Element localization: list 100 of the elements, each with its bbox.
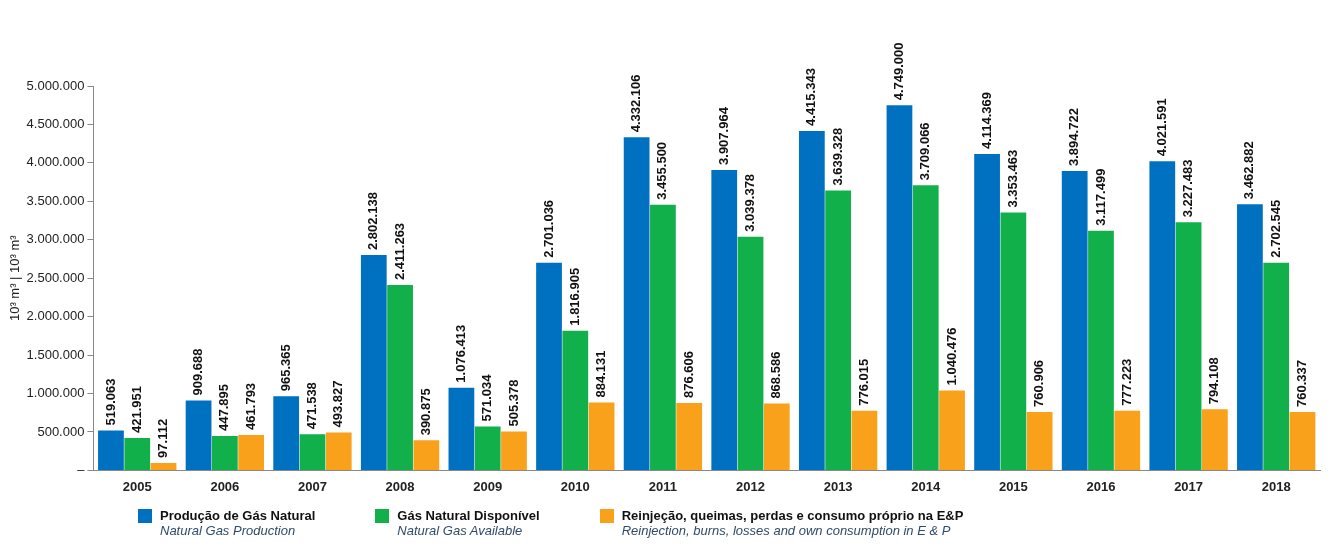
bar bbox=[1026, 411, 1053, 470]
bar bbox=[536, 262, 562, 470]
bar bbox=[1201, 409, 1228, 470]
x-tick-label: 2018 bbox=[1261, 478, 1291, 494]
bar bbox=[1114, 410, 1141, 470]
bar bbox=[974, 154, 1000, 470]
bar bbox=[150, 462, 177, 470]
y-tick-label: – bbox=[77, 461, 86, 477]
data-label: 794.108 bbox=[1206, 357, 1222, 405]
bar bbox=[650, 204, 676, 470]
y-tick-label: 4.000.000 bbox=[26, 154, 85, 170]
bar bbox=[912, 185, 939, 470]
data-label: 760.337 bbox=[1294, 359, 1310, 407]
x-tick-label: 2008 bbox=[385, 478, 415, 494]
data-label: 571.034 bbox=[479, 373, 495, 422]
bar bbox=[825, 190, 852, 470]
data-label: 3.455.500 bbox=[654, 141, 670, 200]
bar bbox=[1000, 212, 1027, 470]
bar bbox=[238, 434, 265, 470]
bar bbox=[185, 400, 212, 470]
data-label: 3.907.964 bbox=[715, 106, 731, 165]
data-label: 1.816.905 bbox=[566, 267, 582, 326]
data-label: 4.749.000 bbox=[891, 42, 907, 101]
legend-label: Reinjeção, queimas, perdas e consumo próprio na E&P Reinjection, burns, losses and own consumption in E & P bbox=[621, 508, 964, 538]
bar bbox=[413, 440, 440, 470]
x-tick-label: 2013 bbox=[823, 478, 853, 494]
legend-label: Produção de Gás Natural Natural Gas Production bbox=[160, 508, 316, 538]
x-tick-label: 2007 bbox=[298, 478, 327, 494]
data-label: 3.709.066 bbox=[917, 122, 933, 181]
data-label: 3.227.483 bbox=[1180, 159, 1196, 218]
bar bbox=[1149, 161, 1176, 470]
data-label: 505.378 bbox=[505, 379, 521, 427]
data-label: 471.538 bbox=[304, 382, 320, 430]
data-label: 3.639.328 bbox=[829, 127, 845, 186]
data-label: 876.606 bbox=[680, 351, 696, 399]
data-label: 3.039.378 bbox=[742, 173, 758, 232]
y-tick-label: 1.000.000 bbox=[26, 385, 85, 401]
data-label: 3.117.499 bbox=[1092, 168, 1108, 226]
x-tick-label: 2017 bbox=[1174, 478, 1204, 494]
data-label: 461.793 bbox=[242, 382, 258, 430]
bar bbox=[763, 403, 790, 470]
x-tick-label: 2011 bbox=[648, 478, 678, 494]
bar bbox=[676, 403, 703, 470]
x-tick-label: 2014 bbox=[911, 478, 941, 494]
x-tick-label: 2010 bbox=[560, 478, 590, 494]
data-label: 760.906 bbox=[1031, 359, 1047, 407]
y-tick-label: 4.500.000 bbox=[26, 116, 85, 132]
data-label: 4.114.369 bbox=[978, 91, 994, 150]
bar bbox=[711, 169, 738, 470]
y-tick-label: 1.500.000 bbox=[26, 346, 85, 362]
bar bbox=[1088, 230, 1114, 470]
data-label: 777.223 bbox=[1118, 358, 1134, 406]
bar bbox=[1175, 222, 1202, 470]
data-label: 519.063 bbox=[102, 378, 118, 426]
y-tick-label: 5.000.000 bbox=[26, 77, 85, 93]
x-tick-label: 2009 bbox=[473, 478, 503, 494]
y-tick-label: 3.000.000 bbox=[26, 231, 85, 247]
bar bbox=[562, 330, 589, 470]
x-tick-label: 2016 bbox=[1086, 478, 1116, 494]
y-tick-label: 3.500.000 bbox=[26, 192, 85, 208]
data-label: 4.415.343 bbox=[803, 68, 819, 126]
data-label: 909.688 bbox=[190, 348, 206, 396]
data-label: 1.040.476 bbox=[943, 327, 959, 386]
data-label: 868.586 bbox=[768, 351, 784, 399]
bar bbox=[448, 387, 475, 470]
bar bbox=[474, 426, 501, 470]
bar bbox=[299, 434, 326, 470]
data-label: 1.076.413 bbox=[452, 324, 468, 383]
bar bbox=[124, 437, 151, 470]
data-label: 447.895 bbox=[216, 383, 232, 431]
data-label: 390.875 bbox=[417, 388, 433, 436]
bar bbox=[211, 435, 238, 470]
x-tick-label: 2012 bbox=[736, 478, 765, 494]
bar bbox=[98, 430, 124, 470]
x-tick-label: 2006 bbox=[210, 478, 240, 494]
x-tick-label: 2005 bbox=[122, 478, 152, 494]
legend-label: Gás Natural Disponível Natural Gas Available bbox=[397, 508, 540, 538]
data-label: 3.353.463 bbox=[1004, 149, 1020, 208]
data-label: 776.015 bbox=[856, 358, 871, 406]
data-label: 4.332.106 bbox=[628, 74, 644, 133]
y-tick-label: 500.000 bbox=[37, 423, 85, 439]
data-label: 2.701.036 bbox=[540, 199, 556, 258]
y-axis-title: 10³ m³ | 10³ m³ bbox=[7, 234, 23, 322]
data-label: 493.827 bbox=[330, 380, 346, 428]
data-label: 2.411.263 bbox=[391, 222, 407, 281]
bar bbox=[501, 431, 527, 470]
bar bbox=[939, 390, 965, 470]
bar bbox=[360, 254, 387, 470]
bar bbox=[588, 402, 615, 470]
bar bbox=[886, 105, 913, 470]
bar bbox=[1061, 170, 1088, 470]
y-tick-label: 2.500.000 bbox=[26, 269, 85, 285]
bar bbox=[273, 396, 300, 470]
bar bbox=[1289, 411, 1316, 470]
bar bbox=[623, 137, 650, 470]
bar bbox=[387, 285, 413, 470]
data-label: 2.702.545 bbox=[1267, 199, 1283, 258]
data-label: 4.021.591 bbox=[1153, 98, 1169, 157]
data-label: 2.802.138 bbox=[365, 192, 381, 250]
bar bbox=[1263, 262, 1290, 470]
